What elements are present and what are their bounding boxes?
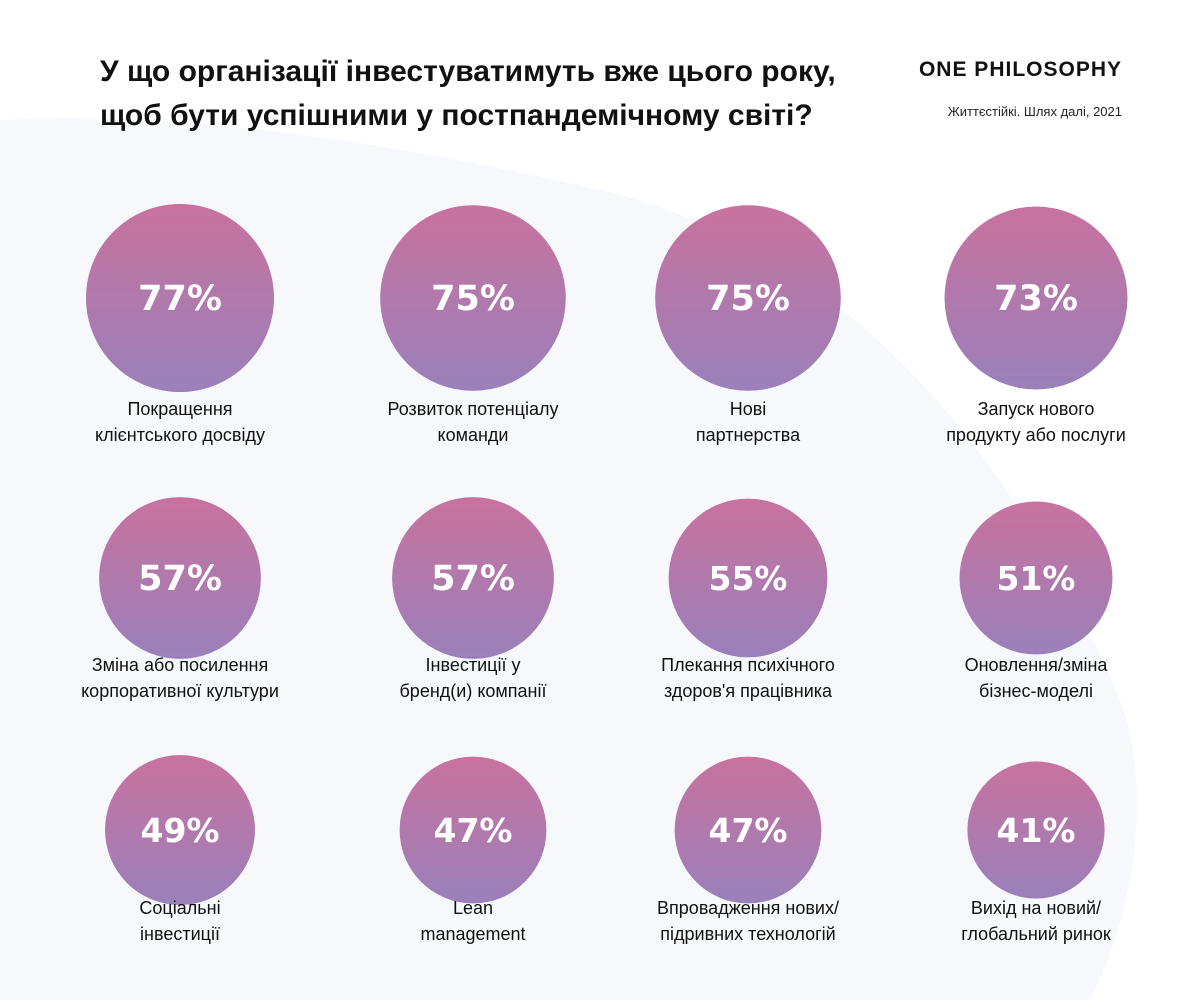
source-caption: Життєстійкі. Шлях далі, 2021: [947, 104, 1122, 119]
bubble-value-4: 73%: [994, 279, 1078, 319]
bubble-value-5: 57%: [138, 559, 222, 599]
bubble-label-11-line-2: підривних технологій: [660, 924, 835, 944]
bubble-label-3-line-1: Нові: [730, 399, 767, 419]
bubble-group: 77% Покращення клієнтського досвіду 75% Розв…: [81, 204, 1128, 944]
bubble-value-8: 51%: [997, 559, 1076, 598]
bubble-value-6: 57%: [431, 559, 515, 599]
bubble-label-4-line-2: продукту або послуги: [946, 425, 1126, 445]
bubble-value-10: 47%: [434, 811, 513, 850]
title-line-2: щоб бути успішними у постпандемічному св…: [100, 99, 813, 132]
bubble-label-12-line-2: глобальний ринок: [961, 924, 1111, 944]
bubble-label-2-line-2: команди: [438, 425, 509, 445]
bubble-value-9: 49%: [141, 811, 220, 850]
bubble-label-1-line-1: Покращення: [127, 399, 232, 419]
bubble-label-11-line-1: Впровадження нових/: [657, 898, 839, 918]
bubble-7: [668, 498, 828, 658]
bubble-label-4-line-1: Запуск нового: [978, 399, 1095, 419]
bubble-10: [399, 756, 547, 904]
bubble-value-2: 75%: [431, 279, 515, 319]
bubble-value-3: 75%: [706, 279, 790, 319]
bubble-label-7-line-1: Плекання психічного: [661, 655, 835, 675]
bubble-label-1-line-2: клієнтського досвіду: [95, 425, 265, 445]
bubble-1: [86, 204, 274, 392]
bubble-label-8-line-2: бізнес-моделі: [979, 681, 1093, 701]
title-line-1: У що організації інвестуватимуть вже цьо…: [100, 55, 836, 88]
bubble-label-6-line-1: Інвестиції у: [426, 655, 521, 675]
bubble-3: [655, 205, 841, 391]
bubble-label-7-line-2: здоров'я працівника: [664, 681, 833, 701]
page-title: У що організації інвестуватимуть вже цьо…: [100, 50, 860, 138]
bubble-9: [105, 755, 255, 905]
bubble-label-9-line-2: інвестиції: [140, 924, 220, 944]
bubble-label-6-line-2: бренд(и) компанії: [400, 681, 547, 701]
bubble-label-8-line-1: Оновлення/зміна: [965, 655, 1109, 675]
bubble-value-12: 41%: [997, 811, 1076, 850]
brand-logo-text: ONE PHILOSOPHY: [918, 58, 1122, 81]
bubble-value-7: 55%: [709, 559, 788, 598]
bubble-label-3-line-2: партнерства: [696, 425, 801, 445]
bubble-6: [392, 497, 554, 659]
bubble-label-12-line-1: Вихід на новий/: [971, 898, 1101, 918]
bubble-4: [944, 206, 1128, 390]
bubble-label-10-line-1: Lean: [453, 898, 493, 918]
bubble-5: [99, 497, 261, 659]
bubble-label-9-line-1: Соціальні: [139, 898, 220, 918]
bubble-8: [959, 501, 1113, 655]
bubble-12: [967, 761, 1105, 899]
bubble-value-1: 77%: [138, 279, 222, 319]
bubble-11: [674, 756, 822, 904]
bubble-label-2-line-1: Розвиток потенціалу: [388, 399, 559, 419]
bubble-value-11: 47%: [709, 811, 788, 850]
bubble-2: [380, 205, 566, 391]
bubble-label-5-line-2: корпоративної культури: [81, 681, 279, 701]
bubble-label-5-line-1: Зміна або посилення: [92, 655, 268, 675]
bubble-label-10-line-2: management: [420, 924, 525, 944]
